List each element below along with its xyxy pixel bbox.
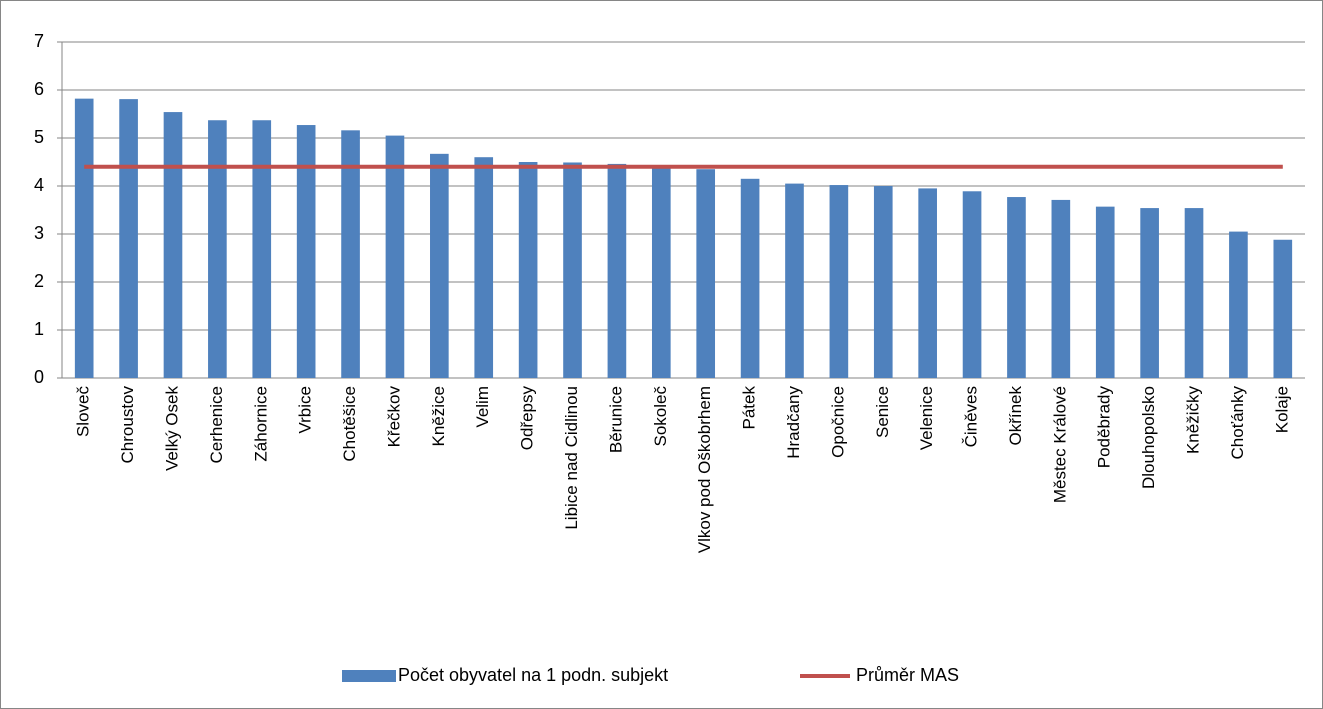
bar (1184, 208, 1204, 378)
x-tick-label: Poděbrady (1095, 386, 1114, 469)
x-tick-label: Chroustov (118, 386, 137, 464)
bar (341, 130, 360, 378)
x-tick-label: Velký Osek (162, 386, 181, 472)
bar (607, 163, 627, 378)
bar (1051, 199, 1071, 378)
x-tick-label: Vlkov pod Oškobrhem (695, 386, 714, 553)
x-tick-label: Cerhenice (207, 386, 226, 464)
x-tick-label: Pátek (740, 386, 759, 430)
x-tick-label: Dlouhopolsko (1139, 386, 1158, 489)
bar (74, 98, 94, 378)
bar (518, 162, 538, 378)
x-tick-label: Chotěšice (340, 386, 359, 462)
x-tick-label: Kněžice (429, 386, 448, 446)
bar (563, 162, 582, 378)
legend-swatch (342, 670, 396, 682)
y-tick-label: 5 (34, 127, 44, 147)
x-tick-label: Městec Králové (1050, 386, 1069, 503)
bar (829, 185, 849, 378)
y-tick-label: 2 (34, 271, 44, 291)
x-tick-label: Záhornice (251, 386, 270, 462)
x-tick-label: Okřínek (1006, 386, 1025, 446)
bar (696, 169, 716, 378)
x-tick-label: Odřepsy (518, 386, 537, 451)
x-tick-label: Činěves (962, 386, 981, 447)
bar (208, 120, 227, 379)
x-tick-label: Velenice (917, 386, 936, 450)
bar (1140, 208, 1159, 378)
x-tick-label: Senice (873, 386, 892, 438)
x-tick-label: Křečkov (384, 386, 403, 448)
bar (1273, 239, 1293, 378)
y-tick-label: 6 (34, 79, 44, 99)
x-tick-label: Vrbice (296, 386, 315, 434)
bar (918, 188, 937, 378)
x-tick-label: Kolaje (1272, 386, 1291, 433)
x-tick-label: Velim (473, 386, 492, 428)
bar (651, 166, 671, 378)
x-tick-label: Kněžičky (1184, 386, 1203, 455)
x-tick-label: Sokoleč (651, 386, 670, 447)
bar (385, 135, 405, 378)
y-tick-label: 1 (34, 319, 44, 339)
x-tick-label: Opočnice (828, 386, 847, 458)
bar (474, 157, 494, 378)
y-tick-label: 0 (34, 367, 44, 387)
y-tick-label: 7 (34, 31, 44, 51)
bar (1095, 206, 1115, 378)
bar (430, 153, 449, 378)
x-tick-label: Libice nad Cidlinou (562, 386, 581, 530)
bar (873, 186, 893, 378)
bar (296, 125, 316, 378)
bar (785, 183, 804, 378)
x-tick-label: Choťánky (1228, 386, 1247, 460)
bar (119, 99, 138, 379)
bar (252, 120, 272, 379)
y-tick-label: 3 (34, 223, 44, 243)
bar (163, 112, 183, 378)
bar (1229, 231, 1248, 378)
bar (1007, 197, 1026, 378)
y-tick-label: 4 (34, 175, 44, 195)
x-tick-label: Hradčany (784, 386, 803, 459)
legend-label: Počet obyvatel na 1 podn. subjekt (398, 665, 668, 685)
x-tick-label: Běrunice (606, 386, 625, 453)
x-tick-label: Sloveč (74, 386, 93, 438)
legend-label: Průměr MAS (856, 665, 959, 685)
bar (962, 191, 982, 378)
bar (740, 178, 760, 378)
